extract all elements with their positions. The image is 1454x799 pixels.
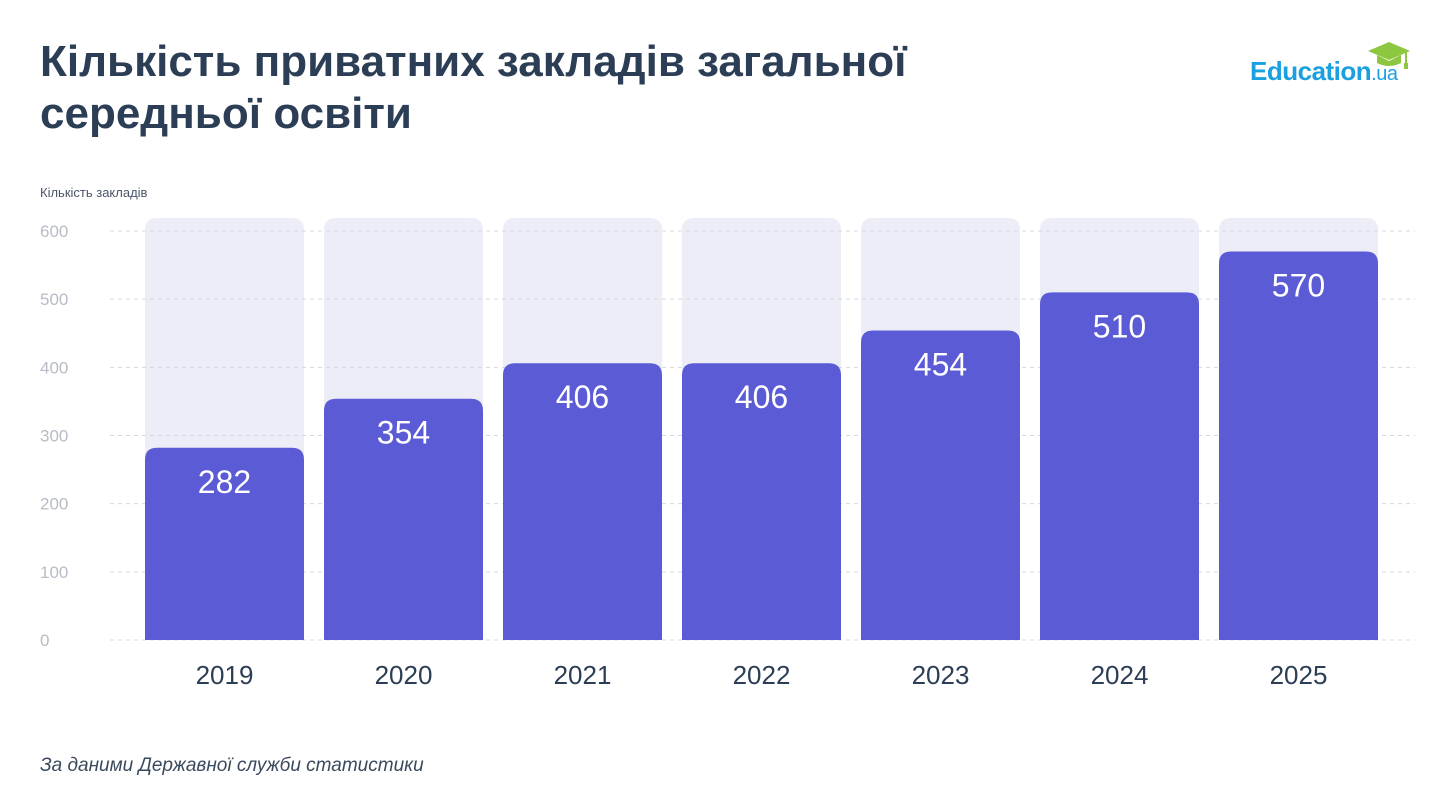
x-tick-label: 2020 [375,660,433,690]
y-tick-label: 200 [40,495,68,514]
bar [682,363,841,640]
x-tick-label: 2021 [554,660,612,690]
data-label: 570 [1272,267,1325,303]
data-label: 454 [914,347,967,383]
bar [1219,251,1378,640]
bar [324,398,483,640]
x-tick-label: 2019 [196,660,254,690]
x-tick-label: 2023 [912,660,970,690]
data-label: 406 [735,379,788,415]
x-tick-label: 2024 [1091,660,1149,690]
y-tick-label: 600 [40,222,68,241]
x-tick-label: 2022 [733,660,791,690]
data-label: 406 [556,379,609,415]
bar [861,330,1020,640]
source-note: За даними Державної служби статистики [40,755,424,776]
y-tick-label: 400 [40,358,68,377]
data-label: 282 [198,464,251,500]
logo-text: Education [1250,56,1372,86]
data-label: 354 [377,415,430,451]
data-label: 510 [1093,308,1146,344]
y-tick-label: 300 [40,427,68,446]
y-tick-label: 500 [40,290,68,309]
education-ua-logo[interactable]: Education.ua [1250,40,1420,90]
y-tick-label: 100 [40,563,68,582]
bar [1040,292,1199,640]
x-tick-label: 2025 [1270,660,1328,690]
bar [145,447,304,640]
y-tick-label: 0 [40,631,49,650]
graduation-cap-icon [1368,42,1410,69]
y-axis-label: Кількість закладів [40,185,148,200]
logo-tld: .ua [1371,63,1398,85]
bar [503,363,662,640]
chart-title: Кількість приватних закладів загальної с… [40,37,907,138]
